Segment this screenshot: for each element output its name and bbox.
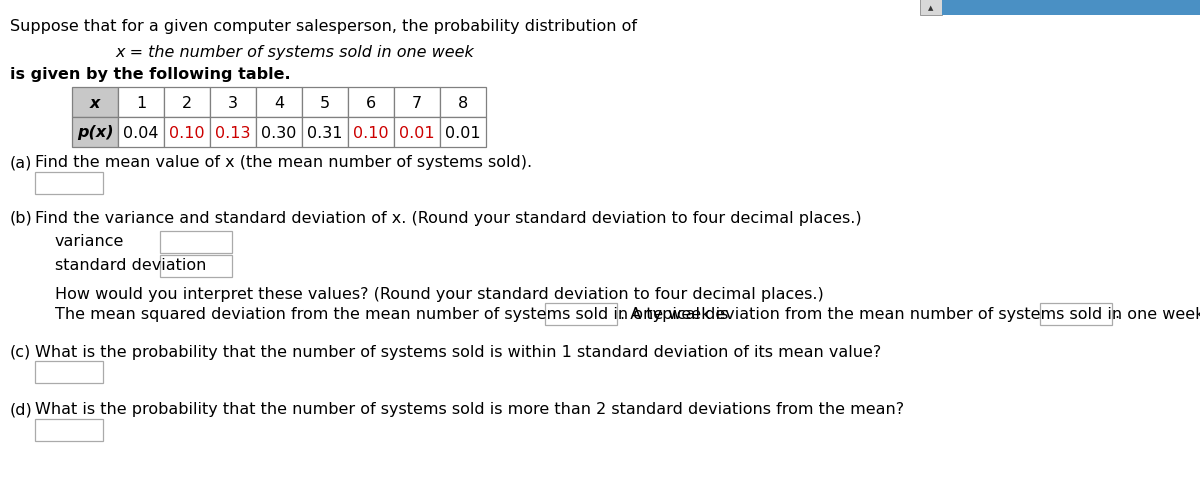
Bar: [394, 88, 440, 118]
Text: is given by the following table.: is given by the following table.: [10, 66, 290, 81]
Bar: [302, 88, 348, 118]
Bar: [440, 118, 486, 148]
Bar: [160, 256, 232, 278]
Bar: [1040, 304, 1112, 325]
Bar: [440, 88, 486, 118]
Text: p(x): p(x): [77, 125, 113, 140]
Bar: [72, 118, 118, 148]
Bar: [942, 0, 1200, 16]
Text: 4: 4: [274, 95, 284, 110]
Text: x = the number of systems sold in one week: x = the number of systems sold in one we…: [115, 45, 474, 60]
Bar: [164, 118, 210, 148]
Text: 2: 2: [182, 95, 192, 110]
Text: What is the probability that the number of systems sold is within 1 standard dev: What is the probability that the number …: [35, 344, 881, 359]
Bar: [256, 118, 302, 148]
Text: . A typical deviation from the mean number of systems sold in one week is: . A typical deviation from the mean numb…: [620, 306, 1200, 321]
Text: 0.10: 0.10: [353, 125, 389, 140]
Bar: [348, 118, 394, 148]
Text: (c): (c): [10, 344, 31, 359]
Text: 6: 6: [366, 95, 376, 110]
Text: (d): (d): [10, 402, 32, 417]
Bar: [545, 304, 617, 325]
Text: x: x: [90, 95, 100, 110]
Bar: [302, 118, 348, 148]
Text: 0.13: 0.13: [215, 125, 251, 140]
Bar: [118, 88, 164, 118]
Text: 0.01: 0.01: [400, 125, 434, 140]
Text: (b): (b): [10, 210, 32, 225]
Bar: [348, 88, 394, 118]
Text: What is the probability that the number of systems sold is more than 2 standard : What is the probability that the number …: [35, 402, 904, 417]
Text: 0.01: 0.01: [445, 125, 481, 140]
Text: How would you interpret these values? (Round your standard deviation to four dec: How would you interpret these values? (R…: [55, 286, 823, 301]
Text: .: .: [1114, 306, 1120, 321]
Text: 0.31: 0.31: [307, 125, 343, 140]
Bar: [160, 231, 232, 254]
Bar: [35, 173, 103, 194]
Bar: [35, 361, 103, 383]
Text: 7: 7: [412, 95, 422, 110]
Text: Suppose that for a given computer salesperson, the probability distribution of: Suppose that for a given computer salesp…: [10, 19, 637, 34]
Bar: [164, 88, 210, 118]
Text: The mean squared deviation from the mean number of systems sold in one week is: The mean squared deviation from the mean…: [55, 306, 728, 321]
Text: Find the mean value of x (the mean number of systems sold).: Find the mean value of x (the mean numbe…: [35, 155, 532, 170]
Text: 0.30: 0.30: [262, 125, 296, 140]
Text: (a): (a): [10, 155, 32, 170]
Bar: [72, 88, 118, 118]
Bar: [35, 419, 103, 441]
Bar: [920, 0, 942, 16]
Bar: [210, 118, 256, 148]
Text: variance: variance: [55, 234, 125, 249]
Text: ▲: ▲: [929, 5, 934, 11]
Bar: [118, 118, 164, 148]
Bar: [210, 88, 256, 118]
Text: Find the variance and standard deviation of x. (Round your standard deviation to: Find the variance and standard deviation…: [35, 210, 862, 225]
Text: 1: 1: [136, 95, 146, 110]
Bar: [256, 88, 302, 118]
Bar: [394, 118, 440, 148]
Text: 8: 8: [458, 95, 468, 110]
Text: 3: 3: [228, 95, 238, 110]
Text: 0.04: 0.04: [124, 125, 158, 140]
Text: standard deviation: standard deviation: [55, 258, 206, 273]
Text: 0.10: 0.10: [169, 125, 205, 140]
Text: 5: 5: [320, 95, 330, 110]
